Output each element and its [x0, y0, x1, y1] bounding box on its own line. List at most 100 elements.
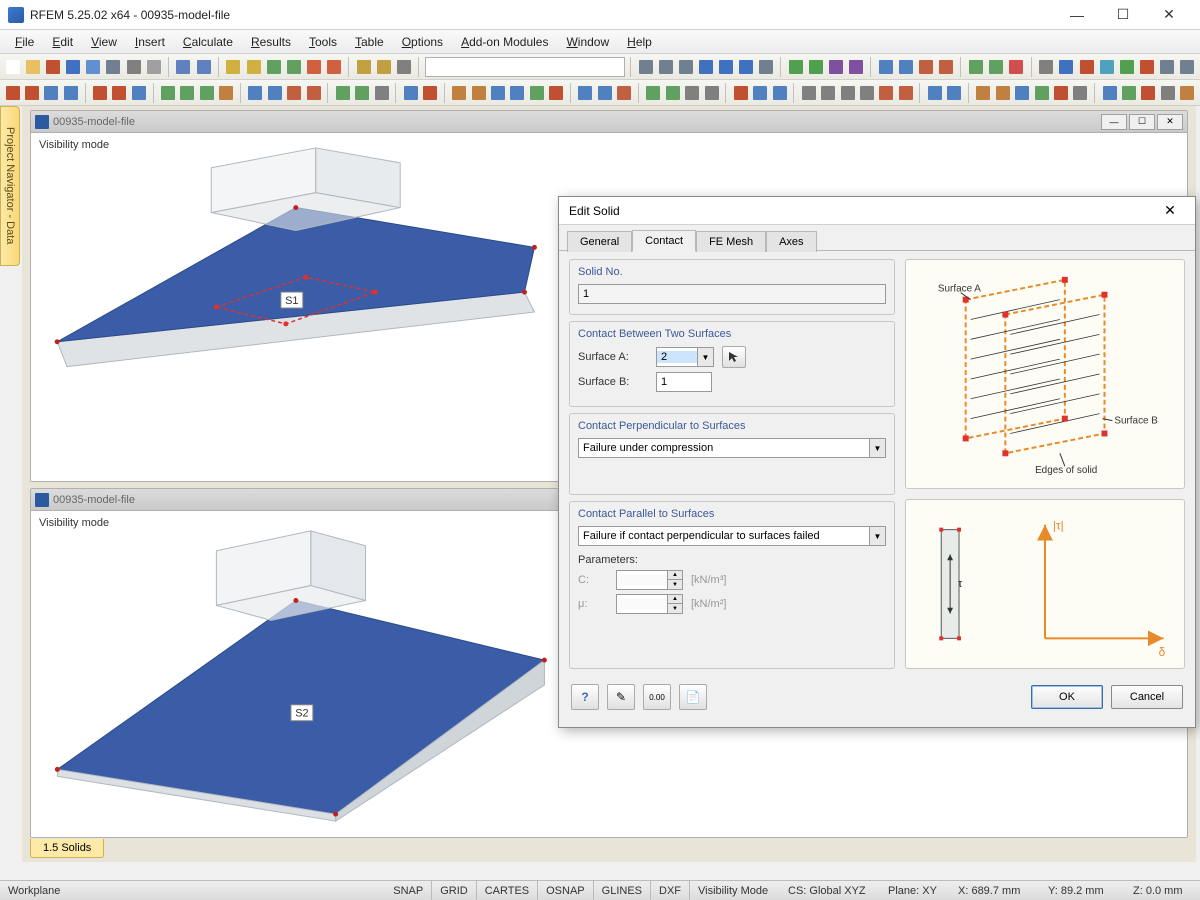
ok-button[interactable]: OK: [1031, 685, 1103, 709]
toolbar-button[interactable]: [703, 82, 720, 104]
toolbar-button[interactable]: [285, 56, 303, 78]
toolbar-button[interactable]: [509, 82, 526, 104]
doc-close-button[interactable]: ✕: [1157, 114, 1183, 130]
chevron-down-icon[interactable]: ▼: [869, 439, 885, 457]
toolbar-button[interactable]: [1078, 56, 1096, 78]
doc-maximize-button[interactable]: ☐: [1129, 114, 1155, 130]
status-osnap[interactable]: OSNAP: [538, 881, 594, 900]
toolbar-button[interactable]: [23, 82, 40, 104]
toolbar-button[interactable]: [757, 56, 775, 78]
toolbar-button[interactable]: [1057, 56, 1075, 78]
toolbar-button[interactable]: [373, 82, 390, 104]
toolbar-button[interactable]: [987, 56, 1005, 78]
toolbar-button[interactable]: [489, 82, 506, 104]
menu-results[interactable]: Results: [242, 32, 300, 52]
menu-view[interactable]: View: [82, 32, 126, 52]
toolbar-button[interactable]: [1052, 82, 1069, 104]
toolbar-button[interactable]: [174, 56, 192, 78]
toolbar-button[interactable]: [732, 82, 749, 104]
menu-help[interactable]: Help: [618, 32, 661, 52]
toolbar-button[interactable]: [1140, 82, 1157, 104]
toolbar-button[interactable]: [819, 82, 836, 104]
toolbar-button[interactable]: [1118, 56, 1136, 78]
toolbar-button[interactable]: [751, 82, 768, 104]
toolbar-button[interactable]: [577, 82, 594, 104]
menu-add-on-modules[interactable]: Add-on Modules: [452, 32, 557, 52]
toolbar-button[interactable]: [771, 82, 788, 104]
toolbar-button[interactable]: [917, 56, 935, 78]
toolbar-button[interactable]: [334, 82, 351, 104]
toolbar-button[interactable]: [305, 56, 323, 78]
toolbar-button[interactable]: [402, 82, 419, 104]
toolbar-button[interactable]: [285, 82, 302, 104]
toolbar-button[interactable]: [787, 56, 805, 78]
toolbar-button[interactable]: [677, 56, 695, 78]
toolbar-button[interactable]: [395, 56, 413, 78]
toolbar-button[interactable]: [247, 82, 264, 104]
toolbar-button[interactable]: [198, 82, 215, 104]
toolbar-button[interactable]: [878, 82, 895, 104]
toolbar-button[interactable]: [637, 56, 655, 78]
toolbar-button[interactable]: [1158, 56, 1176, 78]
toolbar-button[interactable]: [470, 82, 487, 104]
toolbar-button[interactable]: [130, 82, 147, 104]
toolbar-button[interactable]: [44, 56, 62, 78]
solid-no-field[interactable]: [578, 284, 886, 304]
toolbar-button[interactable]: [548, 82, 565, 104]
toolbar-button[interactable]: [897, 82, 914, 104]
spin-up-icon[interactable]: ▲: [668, 595, 682, 604]
help-button[interactable]: ?: [571, 684, 599, 710]
toolbar-button[interactable]: [800, 82, 817, 104]
toolbar-button[interactable]: [91, 82, 108, 104]
toolbar-button[interactable]: [353, 82, 370, 104]
toolbar-button[interactable]: [62, 82, 79, 104]
toolbar-button[interactable]: [1138, 56, 1156, 78]
menu-file[interactable]: File: [6, 32, 43, 52]
perpendicular-combo[interactable]: ▼: [578, 438, 886, 458]
tab-axes[interactable]: Axes: [766, 231, 816, 252]
close-button[interactable]: ✕: [1146, 1, 1192, 29]
status-glines[interactable]: GLINES: [594, 881, 651, 900]
toolbar-button[interactable]: [124, 56, 142, 78]
edit-button[interactable]: ✎: [607, 684, 635, 710]
status-grid[interactable]: GRID: [432, 881, 477, 900]
toolbar-button[interactable]: [946, 82, 963, 104]
spin-down-icon[interactable]: ▼: [668, 604, 682, 613]
toolbar-button[interactable]: [111, 82, 128, 104]
status-snap[interactable]: SNAP: [385, 881, 432, 900]
tab-contact[interactable]: Contact: [632, 230, 696, 252]
toolbar-button[interactable]: [1098, 56, 1116, 78]
toolbar-button[interactable]: [664, 82, 681, 104]
tab-fe-mesh[interactable]: FE Mesh: [696, 231, 766, 252]
toolbar-button[interactable]: [218, 82, 235, 104]
toolbar-button[interactable]: [827, 56, 845, 78]
toolbar-button[interactable]: [807, 56, 825, 78]
toolbar-button[interactable]: [104, 56, 122, 78]
menu-table[interactable]: Table: [346, 32, 393, 52]
toolbar-button[interactable]: [305, 82, 322, 104]
menu-tools[interactable]: Tools: [300, 32, 346, 52]
toolbar-button[interactable]: [1033, 82, 1050, 104]
toolbar-button[interactable]: [245, 56, 263, 78]
surface-b-field[interactable]: [656, 372, 712, 392]
minimize-button[interactable]: —: [1054, 1, 1100, 29]
toolbar-button[interactable]: [937, 56, 955, 78]
spin-up-icon[interactable]: ▲: [668, 571, 682, 580]
toolbar-button[interactable]: [265, 56, 283, 78]
toolbar-button[interactable]: [683, 82, 700, 104]
toolbar-button[interactable]: [375, 56, 393, 78]
toolbar-button[interactable]: [1178, 82, 1195, 104]
toolbar-button[interactable]: [145, 56, 163, 78]
workspace-tab-solids[interactable]: 1.5 Solids: [30, 839, 104, 858]
param-mu-spinner[interactable]: ▲▼: [616, 594, 683, 614]
pick-surface-button[interactable]: [722, 346, 746, 368]
toolbar-button[interactable]: [858, 82, 875, 104]
toolbar-button[interactable]: [926, 82, 943, 104]
menu-edit[interactable]: Edit: [43, 32, 82, 52]
tab-general[interactable]: General: [567, 231, 632, 252]
toolbar-button[interactable]: [528, 82, 545, 104]
toolbar-button[interactable]: [1120, 82, 1137, 104]
parallel-combo[interactable]: ▼: [578, 526, 886, 546]
toolbar-button[interactable]: [325, 56, 343, 78]
toolbar-button[interactable]: [596, 82, 613, 104]
